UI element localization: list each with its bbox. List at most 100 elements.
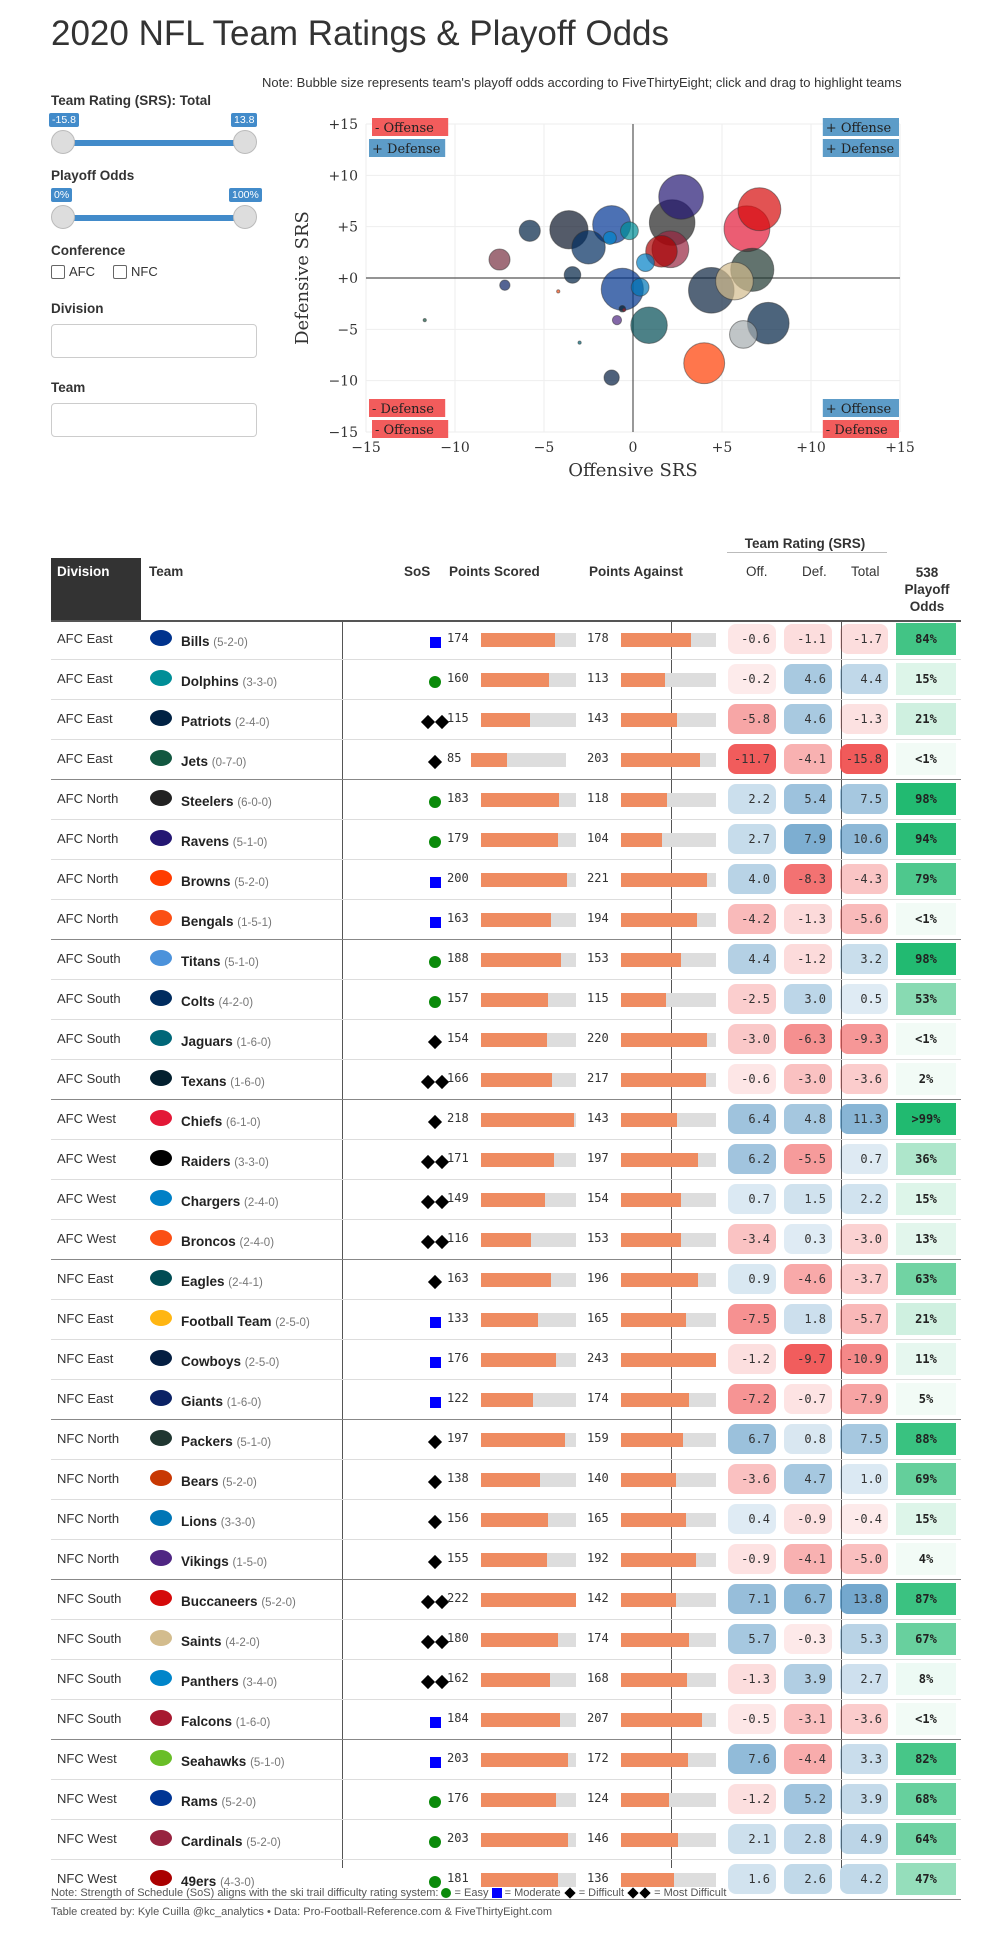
table-row[interactable]: AFC North Ravens (5-1-0) 179 104 2.7 7.9…: [51, 820, 961, 860]
bubble-chargers[interactable]: [636, 253, 655, 273]
table-row[interactable]: AFC West Raiders (3-3-0) 171 197 6.2 -5.…: [51, 1140, 961, 1180]
cell-def-srs: -0.3: [784, 1624, 832, 1654]
odds-slider[interactable]: 0% 100%: [51, 163, 262, 229]
header-off[interactable]: Off.: [746, 564, 768, 579]
team-record: (4-2-0): [218, 997, 254, 1009]
table-row[interactable]: NFC North Lions (3-3-0) 156 165 0.4 -0.9…: [51, 1500, 961, 1540]
table-row[interactable]: NFC East Giants (1-6-0) 122 174 -7.2 -0.…: [51, 1380, 961, 1420]
quadrant-label: + Offense: [826, 402, 892, 417]
header-team[interactable]: Team: [149, 564, 184, 579]
bubble-bengals[interactable]: [556, 289, 561, 294]
points-against-bar: [621, 953, 716, 967]
bubble-buccaneers[interactable]: [737, 187, 782, 232]
bubble-panthers[interactable]: [602, 230, 617, 245]
cell-division: AFC East: [57, 631, 113, 646]
bubble-jaguars[interactable]: [577, 340, 582, 345]
points-scored-bar: [481, 1473, 576, 1487]
bubble-dolphins[interactable]: [620, 221, 639, 241]
header-sos[interactable]: SoS: [404, 564, 431, 579]
header-def[interactable]: Def.: [802, 564, 827, 579]
bubble-falcons[interactable]: [621, 307, 627, 312]
cell-points-against: 159: [587, 1431, 609, 1445]
header-total[interactable]: Total: [851, 564, 880, 579]
bubble-cowboys[interactable]: [603, 369, 620, 386]
bubble-jets[interactable]: [422, 317, 427, 323]
odds-slider-track[interactable]: [63, 215, 249, 221]
bubble-lions[interactable]: [630, 277, 650, 297]
table-row[interactable]: NFC East Cowboys (2-5-0) 176 243 -1.2 -9…: [51, 1340, 961, 1380]
table-row[interactable]: NFC South Falcons (1-6-0) 184 207 -0.5 -…: [51, 1700, 961, 1740]
header-points-scored[interactable]: Points Scored: [449, 564, 540, 579]
bubble-ravens[interactable]: [658, 174, 704, 220]
afc-checkbox-box[interactable]: [51, 264, 65, 279]
bubble-giants[interactable]: [499, 279, 511, 291]
table-row[interactable]: AFC East Patriots (2-4-0) 115 143 -5.8 4…: [51, 700, 961, 740]
bubble-colts[interactable]: [571, 229, 606, 265]
table-row[interactable]: NFC North Bears (5-2-0) 138 140 -3.6 4.7…: [51, 1460, 961, 1500]
rating-slider[interactable]: -15.8 13.8: [49, 88, 261, 154]
table-row[interactable]: AFC South Titans (5-1-0) 188 153 4.4 -1.…: [51, 940, 961, 980]
bubble-saints[interactable]: [715, 261, 754, 301]
nfc-checkbox[interactable]: NFC: [113, 264, 158, 279]
points-scored-bar-fill: [481, 713, 531, 727]
table-row[interactable]: NFC South Panthers (3-4-0) 162 168 -1.3 …: [51, 1660, 961, 1700]
points-scored-bar: [481, 1553, 576, 1567]
bubble-browns[interactable]: [683, 342, 726, 385]
quadrant-label-bg: [372, 420, 449, 438]
table-row[interactable]: NFC West 49ers (4-3-0) 181 136 1.6 2.6 4…: [51, 1860, 961, 1900]
cell-playoff-odds: 79%: [896, 863, 956, 895]
table-row[interactable]: AFC West Broncos (2-4-0) 116 153 -3.4 0.…: [51, 1220, 961, 1260]
table-row[interactable]: NFC North Vikings (1-5-0) 155 192 -0.9 -…: [51, 1540, 961, 1580]
bubble-football-team[interactable]: [488, 248, 511, 271]
most-difficult-diamond-icon: [627, 1887, 639, 1899]
rating-min-handle[interactable]: [51, 130, 75, 154]
table-row[interactable]: NFC North Packers (5-1-0) 197 159 6.7 0.…: [51, 1420, 961, 1460]
bubble-eagles[interactable]: [630, 306, 668, 344]
cell-playoff-odds: 8%: [896, 1663, 956, 1695]
table-row[interactable]: AFC East Dolphins (3-3-0) 160 113 -0.2 4…: [51, 660, 961, 700]
table-row[interactable]: AFC South Jaguars (1-6-0) 154 220 -3.0 -…: [51, 1020, 961, 1060]
header-division[interactable]: Division: [51, 558, 141, 620]
bubble-patriots[interactable]: [518, 219, 541, 242]
table-row[interactable]: NFC West Cardinals (5-2-0) 203 146 2.1 2…: [51, 1820, 961, 1860]
table-row[interactable]: AFC South Texans (1-6-0) 166 217 -0.6 -3…: [51, 1060, 961, 1100]
bubble-vikings[interactable]: [611, 314, 623, 326]
rating-max-handle[interactable]: [233, 130, 257, 154]
scatter-plot[interactable]: −15 +15 −10 +10 −5 +5 0 +0 +5 −5 +10 −10 +15 −15 Offen…: [280, 102, 920, 502]
team-name: Broncos: [181, 1234, 236, 1249]
bubble-broncos[interactable]: [563, 266, 582, 284]
cell-division: AFC North: [57, 791, 119, 806]
header-points-against[interactable]: Points Against: [589, 564, 684, 579]
odds-min-handle[interactable]: [51, 205, 75, 229]
table-row[interactable]: NFC South Buccaneers (5-2-0) 222 142 7.1…: [51, 1580, 961, 1620]
table-row[interactable]: AFC East Jets (0-7-0) 85 203 -11.7 -4.1 …: [51, 740, 961, 780]
table-row[interactable]: AFC North Bengals (1-5-1) 163 194 -4.2 -…: [51, 900, 961, 940]
table-row[interactable]: NFC East Football Team (2-5-0) 133 165 -…: [51, 1300, 961, 1340]
rating-slider-track[interactable]: [63, 140, 249, 146]
odds-max-handle[interactable]: [233, 205, 257, 229]
division-select[interactable]: [51, 324, 257, 358]
bubble-raiders[interactable]: [729, 320, 758, 349]
nfc-checkbox-box[interactable]: [113, 264, 127, 279]
team-select[interactable]: [51, 403, 257, 437]
cell-points-against: 113: [587, 671, 609, 685]
table-row[interactable]: AFC West Chargers (2-4-0) 149 154 0.7 1.…: [51, 1180, 961, 1220]
header-odds[interactable]: 538 Playoff Odds: [904, 565, 950, 614]
cell-def-srs: -0.9: [784, 1504, 832, 1534]
table-row[interactable]: AFC West Chiefs (6-1-0) 218 143 6.4 4.8 …: [51, 1100, 961, 1140]
division-label: Division: [51, 301, 104, 316]
table-row[interactable]: AFC North Steelers (6-0-0) 183 118 2.2 5…: [51, 780, 961, 820]
y-axis-label: Defensive SRS: [292, 211, 313, 345]
afc-checkbox-label: AFC: [69, 264, 95, 279]
table-row[interactable]: AFC North Browns (5-2-0) 200 221 4.0 -8.…: [51, 860, 961, 900]
cell-off-srs: 6.7: [728, 1424, 776, 1454]
cell-sos: [411, 1752, 459, 1772]
table-row[interactable]: NFC West Rams (5-2-0) 176 124 -1.2 5.2 3…: [51, 1780, 961, 1820]
table-row[interactable]: AFC East Bills (5-2-0) 174 178 -0.6 -1.1…: [51, 620, 961, 660]
table-row[interactable]: NFC South Saints (4-2-0) 180 174 5.7 -0.…: [51, 1620, 961, 1660]
afc-checkbox[interactable]: AFC: [51, 264, 95, 279]
srs-scatter-chart[interactable]: −15 +15 −10 +10 −5 +5 0 +0 +5 −5 +10 −10 +15 −15 Offen…: [280, 102, 920, 502]
table-row[interactable]: NFC West Seahawks (5-1-0) 203 172 7.6 -4…: [51, 1740, 961, 1780]
table-row[interactable]: AFC South Colts (4-2-0) 157 115 -2.5 3.0…: [51, 980, 961, 1020]
table-row[interactable]: NFC East Eagles (2-4-1) 163 196 0.9 -4.6…: [51, 1260, 961, 1300]
